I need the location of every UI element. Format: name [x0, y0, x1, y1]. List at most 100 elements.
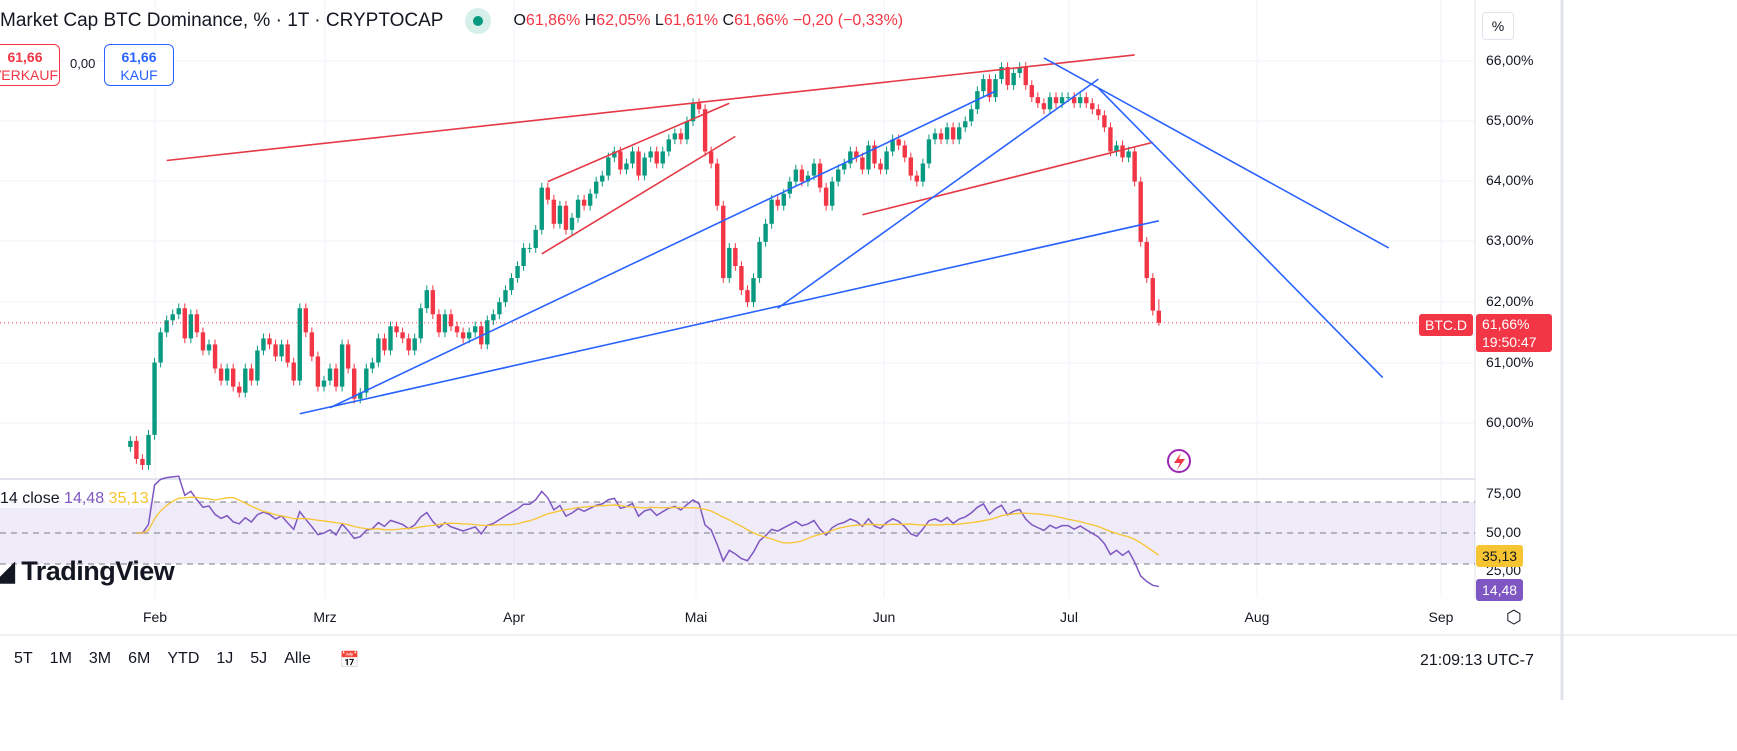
candle-body: [261, 338, 266, 351]
candle-body: [206, 344, 212, 351]
tradingview-logo[interactable]: ◢ TradingView: [0, 556, 175, 586]
candle-body: [509, 278, 514, 291]
date-range-calendar-icon[interactable]: 📅: [339, 652, 360, 669]
time-tick: Aug: [1244, 609, 1270, 625]
candle-body: [224, 368, 230, 381]
range-3m[interactable]: 3M: [88, 650, 112, 667]
candle-body: [1096, 109, 1101, 116]
candle-body: [273, 344, 278, 357]
candle-body: [134, 440, 139, 459]
clock[interactable]: 21:09:13 UTC-7: [1420, 652, 1534, 669]
candle-body: [418, 308, 423, 339]
range-toolbar: 5T 1M 3M 6M YTD 1J 5J Alle 📅: [14, 650, 360, 670]
candle-body: [811, 163, 817, 176]
range-all[interactable]: Alle: [284, 650, 311, 667]
candle-body: [1005, 67, 1010, 86]
candle-body: [1084, 97, 1089, 104]
candle-body: [527, 247, 532, 249]
candle-body: [1059, 97, 1065, 104]
candle-body: [1138, 181, 1143, 242]
candle-body: [327, 368, 333, 381]
candle-body: [370, 362, 375, 369]
rsi-tick: 75,00: [1486, 485, 1522, 501]
candle-body: [1102, 115, 1107, 128]
candle-body: [690, 103, 696, 122]
settings-gear-icon[interactable]: ⬡: [1506, 607, 1522, 627]
candle-body: [255, 350, 260, 381]
candle-body: [672, 133, 678, 140]
candle-body: [708, 151, 714, 164]
candle-body: [594, 181, 599, 194]
candle-body: [600, 175, 605, 182]
candle-body: [358, 392, 363, 399]
candle-body: [854, 151, 859, 158]
trendline-red: [862, 141, 1153, 216]
candle-body: [805, 175, 811, 182]
sell-button[interactable]: 61,66VERKAUF: [0, 44, 60, 86]
candle-body: [823, 187, 829, 206]
candle-body: [128, 440, 133, 447]
candle-body: [587, 193, 593, 206]
range-5y[interactable]: 5J: [250, 650, 268, 667]
candle-body: [866, 145, 871, 170]
candle-body: [842, 163, 847, 170]
candle-body: [146, 434, 151, 466]
spread-value: 0,00: [70, 56, 96, 71]
range-5d[interactable]: 5T: [14, 650, 33, 667]
range-1y[interactable]: 1J: [216, 650, 234, 667]
lightning-event-icon: [1167, 449, 1191, 473]
candle-body: [581, 199, 587, 206]
candle-body: [237, 386, 242, 393]
price-tick: 64,00%: [1486, 172, 1534, 188]
trendline-blue: [777, 78, 1099, 309]
candle-body: [630, 151, 635, 164]
price-tick: 66,00%: [1486, 52, 1534, 68]
time-tick: Mrz: [313, 609, 337, 625]
candle-body: [666, 139, 671, 152]
candle-body: [557, 205, 563, 224]
candle-body: [345, 344, 351, 369]
candle-body: [890, 139, 895, 152]
symbol-title[interactable]: Market Cap BTC Dominance, % · 1T · CRYPT…: [0, 10, 444, 31]
rsi-value-label: 14,48: [1476, 579, 1524, 601]
candle-body: [957, 127, 962, 140]
candle-body: [569, 217, 575, 230]
price-tick: 65,00%: [1486, 112, 1534, 128]
candle-body: [563, 205, 569, 230]
candle-body: [926, 139, 932, 164]
candle-body: [660, 151, 665, 164]
candle-body: [1132, 151, 1137, 182]
candle-body: [1108, 127, 1113, 152]
price-tick: 63,00%: [1486, 232, 1534, 248]
trendline-blue: [299, 220, 1160, 415]
candle-body: [654, 151, 659, 164]
candle-body: [932, 133, 938, 140]
rsi-ma-line: [136, 496, 1160, 556]
candle-body: [182, 308, 187, 339]
percent-scale-button[interactable]: %: [1482, 12, 1514, 40]
candle-body: [303, 308, 308, 333]
candle-body: [829, 181, 835, 206]
range-ytd[interactable]: YTD: [167, 650, 200, 667]
candle-body: [648, 151, 653, 158]
candle-body: [606, 157, 611, 176]
candle-body: [194, 314, 200, 333]
candle-body: [454, 326, 460, 333]
candle-body: [715, 163, 720, 206]
range-6m[interactable]: 6M: [128, 650, 151, 667]
candle-body: [884, 151, 889, 170]
price-tick: 61,00%: [1486, 354, 1534, 370]
candle-body: [218, 368, 224, 381]
rsi-line: [136, 475, 1160, 588]
candle-body: [860, 157, 865, 170]
candle-body: [267, 338, 272, 345]
candle-body: [1090, 103, 1095, 110]
time-tick: Feb: [142, 609, 168, 625]
candle-body: [920, 163, 926, 182]
range-1m[interactable]: 1M: [49, 650, 72, 667]
candle-body: [908, 157, 913, 176]
candle-body: [739, 266, 744, 291]
buy-button[interactable]: 61,66 KAUF: [104, 44, 174, 86]
rsi-legend[interactable]: 14 close 14,48 35,13: [0, 490, 149, 508]
